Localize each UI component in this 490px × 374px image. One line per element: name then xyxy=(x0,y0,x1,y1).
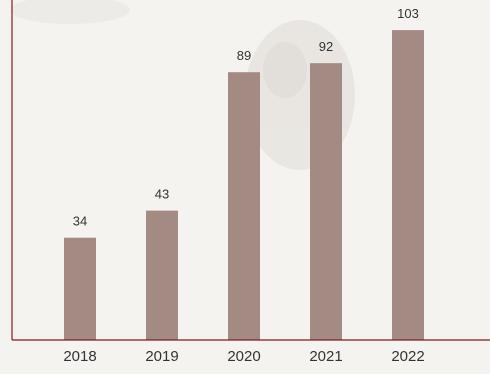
value-label-2018: 34 xyxy=(73,214,87,229)
value-label-2020: 89 xyxy=(237,48,251,63)
x-tick-label-2018: 2018 xyxy=(63,348,96,365)
x-tick-label-2020: 2020 xyxy=(227,348,260,365)
value-label-2019: 43 xyxy=(155,187,169,202)
value-labels-layer: 34 43 89 92 103 xyxy=(73,6,419,229)
bar-2018 xyxy=(64,237,96,340)
bar-2022 xyxy=(392,30,424,340)
x-tick-label-2021: 2021 xyxy=(309,348,342,365)
bar-2021 xyxy=(310,63,342,340)
value-label-2021: 92 xyxy=(319,39,333,54)
bars-layer xyxy=(64,30,424,340)
x-tick-label-2019: 2019 xyxy=(145,348,178,365)
x-tick-label-2022: 2022 xyxy=(391,348,424,365)
value-label-2022: 103 xyxy=(397,6,419,21)
watermark-image xyxy=(10,0,355,170)
x-tick-labels: 2018 2019 2020 2021 2022 xyxy=(63,348,424,365)
bar-2019 xyxy=(146,210,178,340)
bar-2020 xyxy=(228,72,260,340)
